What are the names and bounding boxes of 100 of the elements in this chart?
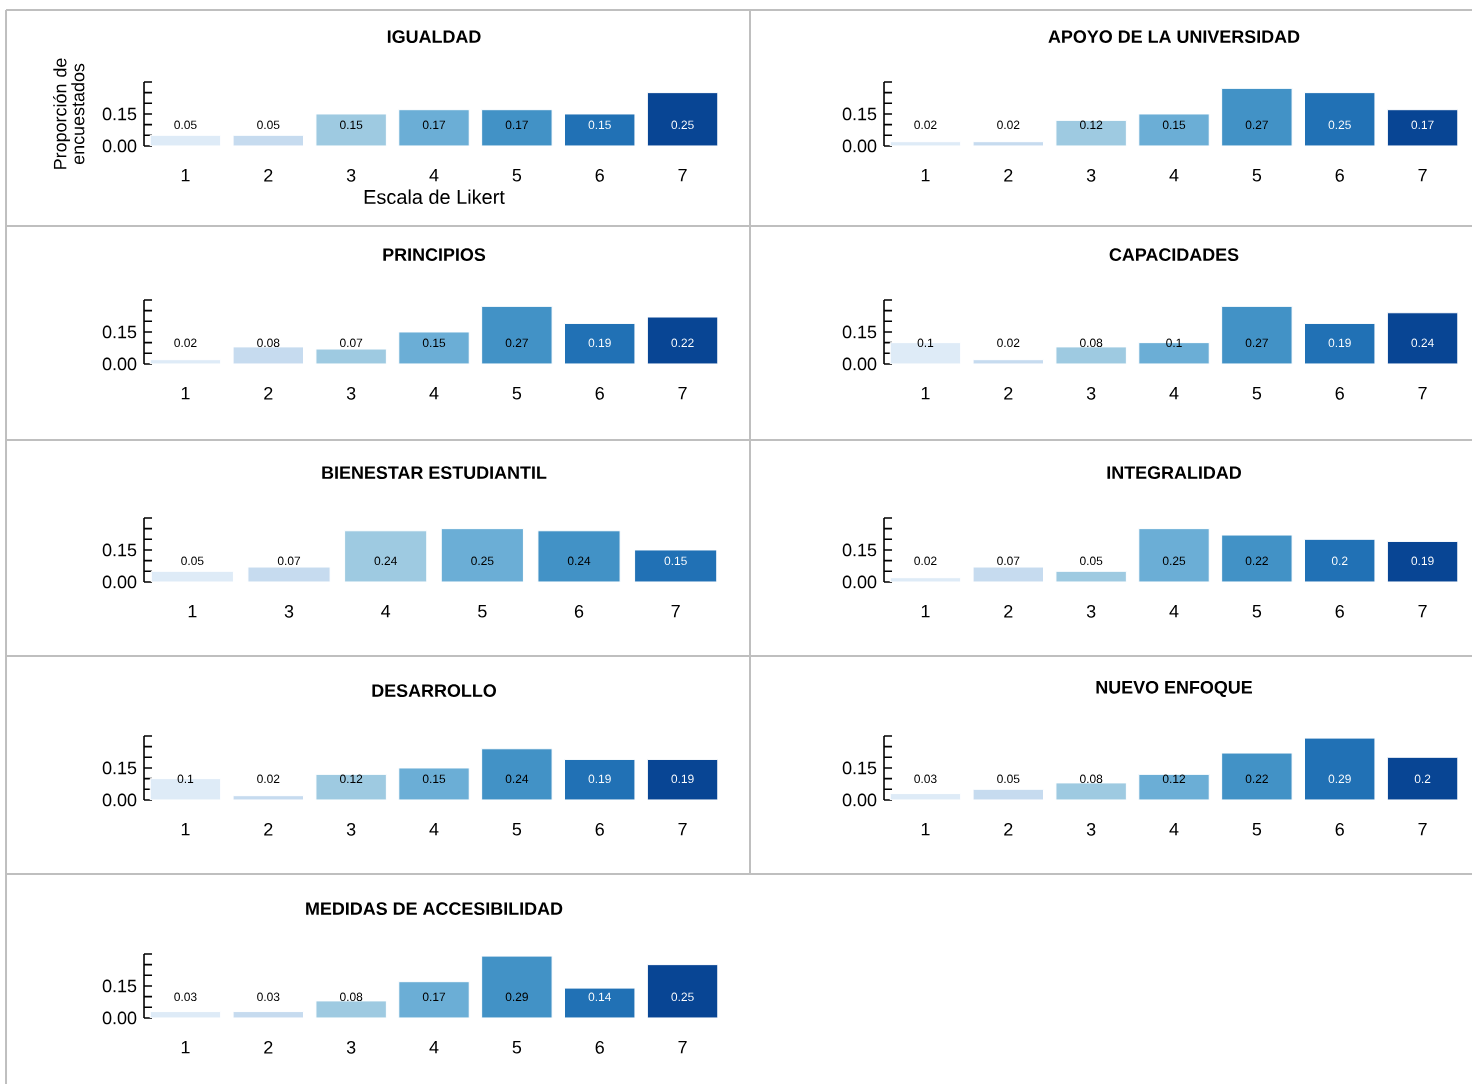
- x-tick-label: 7: [678, 169, 687, 182]
- x-tick-label: 1: [181, 169, 190, 182]
- bar: [315, 348, 387, 364]
- x-tick-label: 3: [346, 169, 356, 182]
- x-tick-label: 5: [1252, 387, 1262, 400]
- x-tick-label: 1: [921, 823, 930, 836]
- y-tick-label: 0.15: [842, 107, 877, 121]
- x-tick-label: 4: [1169, 605, 1179, 618]
- chart-title: BIENESTAR ESTUDIANTIL: [322, 466, 547, 479]
- bar: [634, 549, 718, 582]
- x-tick-label: 5: [1252, 605, 1262, 618]
- bar: [247, 566, 331, 582]
- bar: [315, 113, 387, 146]
- y-tick-label: 0.00: [102, 575, 137, 589]
- chart-title: MEDIDAS DE ACCESIBILIDAD: [306, 902, 563, 915]
- x-tick-label: 5: [478, 605, 487, 618]
- x-tick-label: 7: [1418, 169, 1427, 182]
- x-tick-label: 7: [678, 823, 687, 836]
- x-tick-label: 4: [1169, 823, 1179, 836]
- x-tick-label: 2: [1004, 169, 1013, 182]
- bar: [564, 113, 636, 146]
- x-tick-label: 3: [1086, 387, 1096, 400]
- y-tick-label: 0.00: [102, 793, 137, 807]
- bar: [1221, 534, 1293, 582]
- x-tick-label: 6: [1335, 169, 1344, 182]
- x-tick-label: 1: [921, 387, 930, 400]
- chart-title: INTEGRALIDAD: [1107, 466, 1241, 479]
- y-tick-label: 0.15: [102, 543, 137, 557]
- x-tick-label: 3: [346, 387, 356, 400]
- x-tick-label: 1: [181, 823, 190, 836]
- x-tick-label: 7: [1418, 823, 1427, 836]
- chart-title: CAPACIDADES: [1109, 248, 1239, 261]
- bar: [1055, 782, 1127, 800]
- bar: [564, 322, 636, 364]
- x-tick-label: 5: [1252, 823, 1262, 836]
- y-tick-label: 0.15: [102, 325, 137, 339]
- x-tick-label: 2: [264, 169, 273, 182]
- bar: [537, 530, 621, 582]
- x-tick-label: 5: [512, 169, 522, 182]
- y-tick-label: 0.00: [842, 575, 877, 589]
- bar: [398, 331, 470, 364]
- y-tick-label: 0.00: [102, 357, 137, 371]
- x-tick-label: 4: [1169, 169, 1179, 182]
- chart-title: PRINCIPIOS: [383, 248, 486, 261]
- x-tick-label: 2: [264, 823, 273, 836]
- y-tick-label: 0.15: [102, 979, 137, 993]
- bar: [232, 134, 305, 146]
- y-tick-label: 0.15: [102, 761, 137, 775]
- x-tick-label: 3: [1086, 605, 1096, 618]
- x-tick-label: 5: [1252, 169, 1262, 182]
- y-tick-label: 0.15: [842, 761, 877, 775]
- x-tick-label: 2: [1004, 823, 1013, 836]
- y-axis-title: Proporción de encuestados: [53, 58, 85, 169]
- bar: [564, 758, 636, 800]
- x-tick-label: 3: [346, 823, 356, 836]
- x-tick-label: 3: [284, 605, 294, 618]
- bar: [1304, 322, 1376, 364]
- y-tick-label: 0.00: [842, 139, 877, 153]
- x-tick-label: 7: [678, 387, 687, 400]
- y-tick-label: 0.15: [102, 107, 137, 121]
- x-tick-label: 4: [429, 823, 439, 836]
- bar: [150, 570, 234, 582]
- y-tick-label: 0.00: [102, 139, 137, 153]
- x-tick-label: 6: [574, 605, 584, 618]
- bar: [1304, 92, 1376, 146]
- x-tick-label: 6: [1335, 823, 1344, 836]
- x-tick-label: 6: [595, 387, 604, 400]
- bar: [398, 981, 470, 1018]
- x-tick-label: 1: [181, 387, 190, 400]
- chart-title: DESARROLLO: [372, 684, 497, 697]
- bar: [1055, 346, 1127, 364]
- x-tick-label: 4: [429, 387, 439, 400]
- x-tick-label: 2: [1004, 605, 1013, 618]
- bar: [398, 767, 470, 800]
- x-tick-label: 1: [188, 605, 197, 618]
- x-tick-label: 1: [921, 169, 930, 182]
- x-axis-title: Escala de Likert: [364, 189, 505, 205]
- x-tick-label: 1: [181, 1041, 190, 1054]
- x-tick-label: 7: [1418, 605, 1427, 618]
- x-tick-label: 4: [429, 169, 439, 182]
- bar: [481, 109, 553, 146]
- x-tick-label: 5: [512, 823, 522, 836]
- y-tick-label: 0.00: [842, 793, 877, 807]
- chart-title: NUEVO ENFOQUE: [1096, 680, 1252, 697]
- y-tick-label: 0.15: [842, 543, 877, 557]
- x-tick-label: 7: [1418, 387, 1427, 400]
- x-tick-label: 6: [1335, 605, 1344, 618]
- bar: [1304, 538, 1376, 582]
- x-tick-label: 5: [512, 1041, 522, 1054]
- x-tick-label: 6: [595, 169, 604, 182]
- chart-title: IGUALDAD: [387, 30, 481, 43]
- x-tick-label: 6: [595, 1041, 604, 1054]
- chart-title: APOYO DE LA UNIVERSIDAD: [1048, 30, 1300, 43]
- x-tick-label: 2: [264, 1041, 273, 1054]
- x-tick-label: 6: [1335, 387, 1344, 400]
- bar: [1221, 752, 1293, 800]
- x-tick-label: 4: [1169, 387, 1179, 400]
- y-tick-label: 0.15: [842, 325, 877, 339]
- bar: [315, 1000, 387, 1018]
- x-tick-label: 3: [346, 1041, 356, 1054]
